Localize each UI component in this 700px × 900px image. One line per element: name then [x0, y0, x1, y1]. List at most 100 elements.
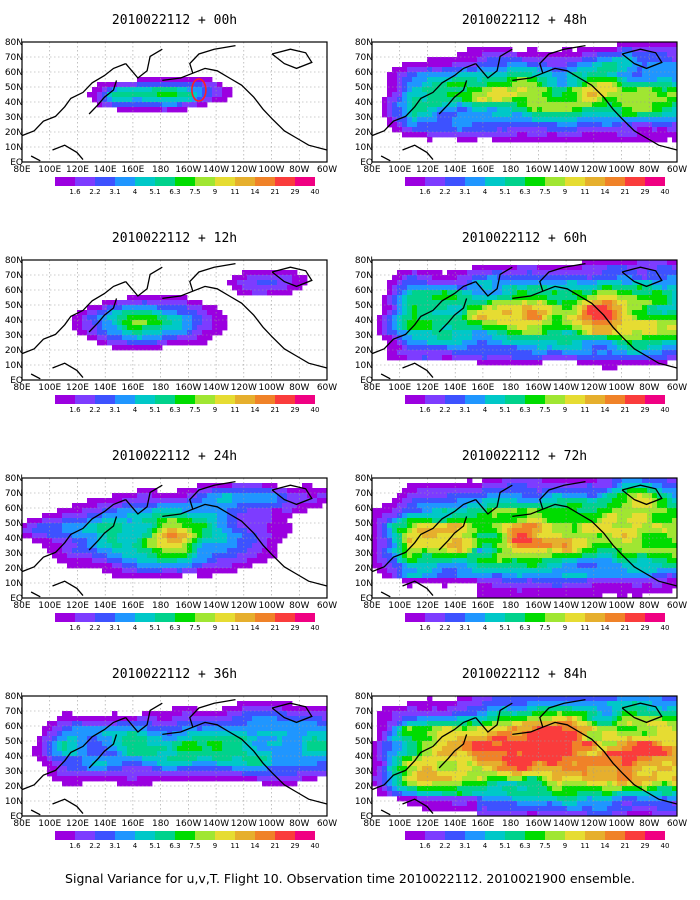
field-cell: [167, 508, 173, 514]
field-cell: [162, 771, 168, 777]
field-cell: [177, 568, 183, 574]
field-cell: [157, 746, 163, 752]
field-cell: [507, 122, 513, 128]
field-cell: [577, 275, 583, 281]
colorbar-swatch: [625, 395, 645, 404]
field-cell: [72, 731, 78, 737]
field-cell: [92, 776, 98, 782]
field-cell: [242, 503, 248, 509]
field-cell: [107, 300, 113, 306]
field-cell: [267, 711, 273, 717]
field-cell: [267, 538, 273, 544]
field-cell: [182, 721, 188, 727]
field-cell: [292, 761, 298, 767]
field-cell: [592, 275, 598, 281]
field-cell: [292, 498, 298, 504]
field-cell: [197, 716, 203, 722]
field-cell: [257, 766, 263, 772]
field-cell: [557, 295, 563, 301]
field-cell: [257, 741, 263, 747]
field-cell: [532, 300, 538, 306]
field-cell: [122, 335, 128, 341]
field-cell: [602, 305, 608, 311]
x-tick-label: 180: [152, 601, 169, 611]
field-cell: [547, 107, 553, 113]
field-cell: [212, 771, 218, 777]
field-cell: [562, 340, 568, 346]
field-cell: [517, 335, 523, 341]
field-cell: [592, 62, 598, 68]
field-cell: [562, 290, 568, 296]
field-cell: [152, 741, 158, 747]
x-tick-label: 60W: [317, 165, 337, 175]
field-cell: [202, 335, 208, 341]
field-cell: [507, 102, 513, 108]
field-cell: [472, 82, 478, 88]
field-cell: [617, 345, 623, 351]
field-cell: [502, 57, 508, 63]
field-cell: [532, 107, 538, 113]
x-tick-label: 140W: [203, 601, 229, 611]
field-cell: [237, 523, 243, 529]
field-cell: [562, 478, 568, 484]
field-cell: [612, 315, 618, 321]
field-cell: [642, 315, 648, 321]
field-cell: [407, 270, 413, 276]
field-cell: [207, 776, 213, 782]
field-cell: [237, 711, 243, 717]
field-cell: [552, 67, 558, 73]
field-cell: [277, 533, 283, 539]
field-cell: [302, 503, 308, 509]
field-cell: [117, 102, 123, 108]
field-cell: [417, 92, 423, 98]
field-cell: [437, 335, 443, 341]
field-cell: [122, 513, 128, 519]
field-cell: [467, 310, 473, 316]
field-cell: [32, 746, 38, 752]
field-cell: [142, 746, 148, 752]
field-cell: [192, 751, 198, 757]
field-cell: [532, 112, 538, 118]
field-cell: [472, 67, 478, 73]
field-cell: [577, 72, 583, 78]
field-cell: [627, 488, 633, 494]
field-cell: [427, 87, 433, 93]
field-cell: [302, 736, 308, 742]
field-cell: [492, 122, 498, 128]
x-tick-label: 100W: [609, 383, 635, 393]
field-cell: [157, 771, 163, 777]
field-cell: [572, 52, 578, 58]
field-cell: [317, 726, 323, 732]
field-cell: [172, 731, 178, 737]
field-cell: [477, 107, 483, 113]
field-cell: [252, 756, 258, 762]
field-cell: [247, 483, 253, 489]
field-cell: [497, 97, 503, 103]
field-cell: [57, 548, 63, 554]
field-cell: [42, 513, 48, 519]
field-cell: [627, 107, 633, 113]
field-cell: [152, 523, 158, 529]
field-cell: [287, 503, 293, 509]
field-cell: [197, 330, 203, 336]
field-cell: [307, 746, 313, 752]
field-cell: [557, 355, 563, 361]
field-cell: [537, 315, 543, 321]
field-cell: [272, 538, 278, 544]
field-cell: [87, 721, 93, 727]
field-cell: [592, 127, 598, 133]
field-cell: [132, 776, 138, 782]
field-cell: [582, 260, 588, 266]
field-cell: [462, 107, 468, 113]
field-cell: [142, 721, 148, 727]
field-cell: [87, 563, 93, 569]
field-cell: [542, 478, 548, 484]
field-cell: [117, 741, 123, 747]
field-cell: [152, 533, 158, 539]
field-cell: [577, 295, 583, 301]
field-cell: [182, 711, 188, 717]
field-cell: [97, 548, 103, 554]
field-cell: [107, 726, 113, 732]
y-tick-label: 40N: [5, 752, 23, 762]
field-cell: [152, 553, 158, 559]
